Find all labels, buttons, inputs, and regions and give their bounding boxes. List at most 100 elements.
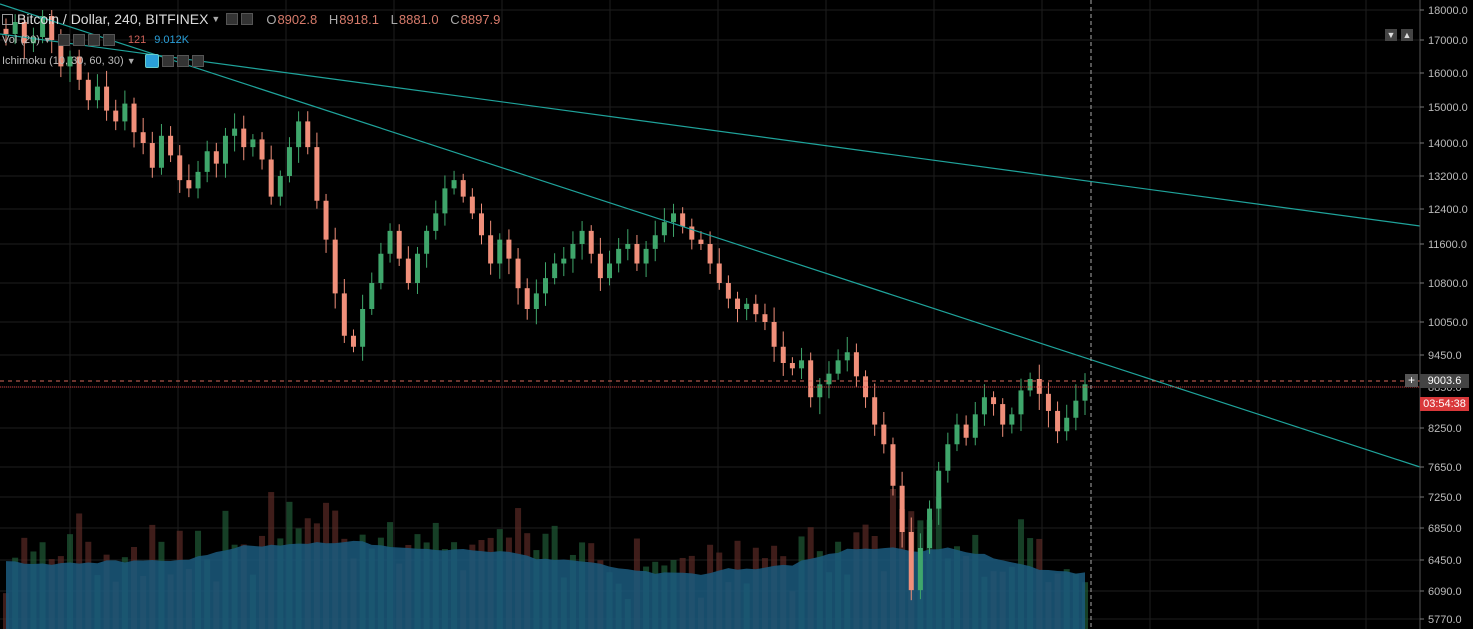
eye-icon[interactable] [144, 54, 159, 68]
candle-body [671, 213, 677, 223]
settings-icon[interactable] [161, 55, 174, 67]
candle-body [917, 548, 923, 591]
volume-value: 121 [127, 34, 147, 46]
candle-body [799, 360, 805, 369]
candle-body [835, 360, 841, 374]
candle-body [506, 239, 512, 259]
candle-body [341, 293, 347, 336]
candle-body [433, 213, 439, 231]
axis-tick-label: 6450.0 [1428, 555, 1462, 567]
candle-body [140, 132, 146, 143]
more-icon[interactable] [87, 34, 100, 46]
candle-body [12, 22, 18, 34]
candle-body [451, 180, 457, 189]
axis-tick-label: 6090.0 [1428, 586, 1462, 598]
candle-body [85, 79, 91, 101]
chevron-down-icon[interactable]: ▼ [42, 35, 52, 45]
high-value: 8918.1 [339, 11, 379, 27]
volume-ma-value: 9.012K [154, 34, 190, 46]
ichimoku-label[interactable]: Ichimoku (10, 30, 60, 30) [2, 55, 124, 67]
collapse-icon[interactable] [2, 13, 13, 25]
candle-body [817, 384, 823, 398]
candle-body [40, 16, 46, 37]
eye-icon[interactable] [57, 34, 70, 46]
axis-tick-label: 6850.0 [1428, 523, 1462, 535]
candle-body [771, 322, 777, 347]
candle-body [808, 360, 814, 398]
trendline-lower [0, 3, 1421, 468]
symbol-title[interactable]: Bitcoin / Dollar, 240, BITFINEX [17, 11, 209, 27]
candle-body [588, 230, 594, 254]
axis-tick-label: 14000.0 [1428, 138, 1468, 150]
candle-body [296, 121, 302, 148]
gear-icon[interactable] [241, 13, 254, 25]
candle-body [369, 283, 375, 309]
candle-body [332, 239, 338, 294]
axis-tick-label: 10800.0 [1428, 278, 1468, 290]
candle-body [3, 28, 9, 34]
close-label: C [450, 11, 460, 27]
trendline-upper [0, 33, 1421, 227]
candle-body [204, 151, 210, 172]
candle-body [561, 258, 567, 264]
more-icon[interactable] [176, 55, 189, 67]
candle-body [698, 239, 704, 244]
candle-body [131, 103, 137, 133]
axis-tick-label: 9450.0 [1428, 350, 1462, 362]
settings-icon[interactable] [72, 34, 85, 46]
candle-body [853, 352, 859, 377]
candle-body [259, 139, 265, 160]
candle-body [222, 135, 228, 164]
candle-body [213, 151, 219, 164]
candle-body [1045, 393, 1051, 411]
volume-label[interactable]: Vol (20) [2, 34, 40, 46]
candle-body [634, 244, 640, 264]
candle-body [21, 22, 27, 44]
candle-body [424, 230, 430, 254]
axis-tick-label: 17000.0 [1428, 35, 1468, 47]
axis-tick-label: 16000.0 [1428, 68, 1468, 80]
candle-body [478, 213, 484, 236]
close-icon[interactable] [102, 34, 115, 46]
candle-body [104, 86, 110, 111]
low-value: 8881.0 [398, 11, 439, 27]
chevron-down-icon[interactable]: ▼ [211, 14, 221, 24]
open-value: 8902.8 [277, 11, 318, 27]
close-value: 8897.9 [460, 11, 501, 27]
candle-body [350, 335, 356, 347]
candle-body [972, 414, 978, 438]
candle-body [186, 180, 192, 189]
candle-body [286, 147, 292, 176]
candle-body [277, 176, 283, 197]
candle-body [1064, 417, 1070, 432]
volume-legend: Vol (20) ▼ 121 9.012K [2, 32, 189, 48]
high-label: H [328, 11, 339, 27]
close-icon[interactable] [191, 55, 204, 67]
candle-body [689, 226, 695, 240]
candle-body [1082, 384, 1088, 401]
candle-body [991, 397, 997, 405]
candle-body [177, 155, 183, 181]
ohlc-values: O8902.8 H8918.1 L8881.0 C8897.9 [266, 12, 508, 27]
candle-body [954, 424, 960, 445]
chevron-down-icon[interactable]: ▼ [126, 56, 136, 66]
arrow-up-icon[interactable]: ▲ [1401, 29, 1413, 41]
arrow-down-icon[interactable]: ▼ [1385, 29, 1397, 41]
candle-body [241, 128, 247, 148]
countdown-tag: 03:54:38 [1420, 397, 1469, 411]
add-alert-button[interactable]: + [1405, 374, 1418, 387]
settings-icon[interactable] [226, 13, 239, 25]
candle-body [753, 303, 759, 315]
candle-body [442, 188, 448, 214]
price-axis: 18000.0 17000.0 16000.0 15000.0 14000.0 13200… [1420, 5, 1468, 626]
candle-body [113, 110, 119, 122]
candle-body [735, 298, 741, 309]
candle-body [744, 303, 750, 309]
candle-body [58, 40, 64, 67]
candle-body [844, 352, 850, 361]
candle-body [762, 314, 768, 322]
candle-body [963, 424, 969, 438]
candle-body [872, 397, 878, 425]
candle-body [643, 248, 649, 264]
